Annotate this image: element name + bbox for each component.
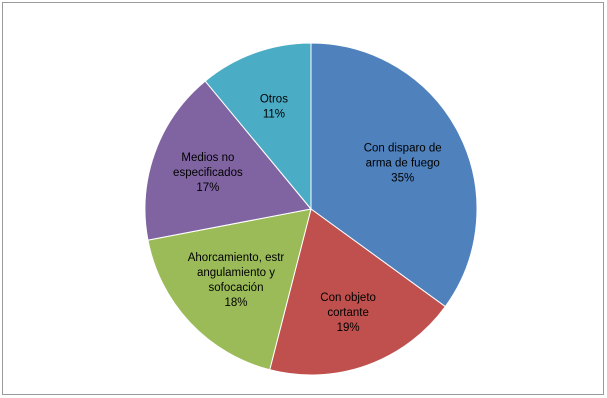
slice-label-1: Con objeto cortante 19%	[320, 292, 376, 334]
slice-label-line-3-0: Medios no	[181, 152, 234, 164]
slice-percent-1: 19%	[337, 322, 360, 334]
slice-label-line-2-0: Ahorcamiento, estr	[188, 252, 285, 264]
pie-slice-0	[310, 42, 478, 308]
slice-label-line-1-0: Con objeto	[320, 292, 376, 304]
slice-label-line-2-2: sofocación	[209, 282, 264, 294]
slice-label-2: Ahorcamiento, estr angulamiento y sofocaci…	[188, 252, 285, 309]
slice-label-0: Con disparo de arma de fuego 35%	[364, 142, 442, 184]
pie-chart: Con disparo de arma de fuego 35% Con objeto…	[144, 42, 478, 376]
pie-slice-2	[147, 208, 312, 371]
pie-slice-1	[269, 208, 446, 376]
slice-label-4: Otros 11%	[260, 93, 288, 120]
slice-label-line-0-0: Con disparo de	[364, 142, 442, 154]
pie-slice-3	[144, 80, 312, 241]
slice-percent-4: 11%	[263, 108, 285, 120]
pie-slice-4	[204, 42, 312, 211]
chart-area: Con disparo de arma de fuego 35% Con objeto…	[2, 2, 604, 395]
slice-label-line-3-1: especificados	[173, 167, 243, 179]
slice-label-line-2-1: angulamiento y	[197, 267, 275, 279]
slice-percent-3: 17%	[196, 182, 219, 194]
slice-label-line-1-1: cortante	[327, 307, 369, 319]
slice-percent-2: 18%	[224, 297, 247, 309]
slice-percent-0: 35%	[391, 172, 414, 184]
slice-label-3: Medios no especificados 17%	[173, 152, 243, 194]
slice-label-line-0-1: arma de fuego	[366, 157, 440, 169]
slice-label-line-4-0: Otros	[260, 93, 288, 105]
